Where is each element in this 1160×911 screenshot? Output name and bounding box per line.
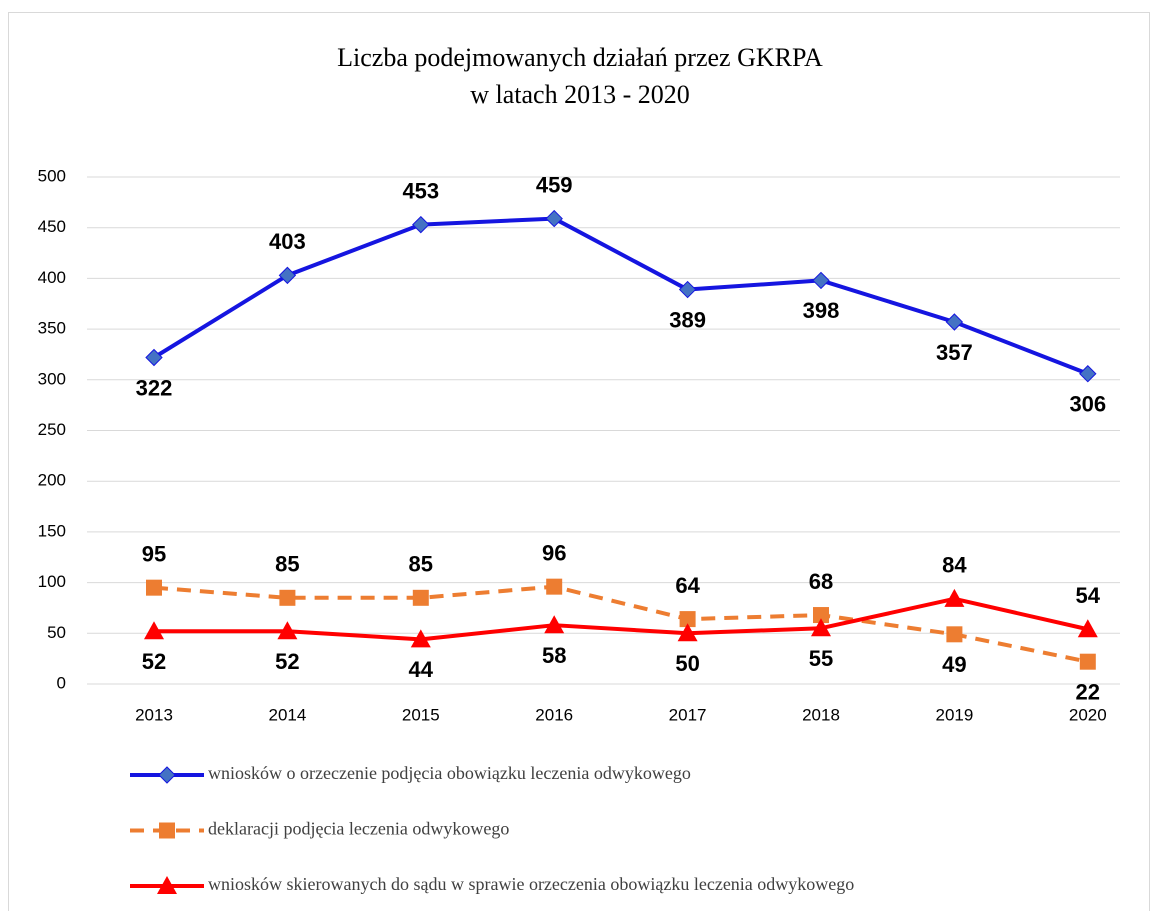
data-point	[946, 626, 963, 643]
data-label: 84	[942, 553, 967, 578]
y-tick-label: 400	[38, 268, 66, 287]
data-label: 357	[936, 340, 973, 365]
data-point	[812, 271, 830, 290]
y-tick-label: 250	[38, 420, 66, 439]
y-tick-label: 300	[38, 369, 66, 388]
data-point	[1077, 619, 1098, 638]
y-tick-label: 50	[47, 623, 66, 642]
x-tick-label: 2020	[1069, 705, 1107, 724]
y-tick-label: 350	[38, 319, 66, 338]
data-label: 389	[669, 307, 706, 332]
data-label: 49	[942, 652, 966, 677]
series-line	[152, 216, 1089, 376]
data-point	[944, 588, 965, 607]
data-point	[412, 215, 430, 234]
data-label: 68	[809, 569, 833, 594]
data-label: 52	[275, 649, 299, 674]
data-label: 44	[409, 657, 434, 682]
data-label: 453	[402, 178, 439, 203]
data-label: 50	[675, 651, 699, 676]
chart-title: Liczba podejmowanych działań przez GKRPA	[337, 43, 823, 72]
data-point	[412, 589, 429, 606]
data-label: 55	[809, 646, 833, 671]
data-point	[811, 618, 831, 637]
data-label: 64	[675, 573, 700, 598]
data-label: 96	[542, 540, 566, 565]
data-point	[677, 623, 698, 642]
chart-frame	[8, 12, 1150, 911]
data-point	[145, 348, 163, 367]
data-label: 54	[1076, 583, 1101, 608]
data-point	[410, 629, 431, 648]
data-label: 85	[409, 552, 433, 577]
series-line	[153, 584, 1089, 664]
data-point	[144, 621, 164, 640]
legend-marker	[159, 822, 175, 839]
legend-label: wniosków o orzeczenie podjęcia obowiązku…	[208, 763, 691, 783]
y-tick-label: 0	[57, 673, 66, 692]
data-point	[277, 621, 298, 640]
data-point	[544, 615, 565, 634]
y-tick-label: 200	[38, 471, 66, 490]
x-tick-label: 2019	[935, 705, 973, 724]
y-tick-label: 450	[38, 217, 66, 236]
data-label: 306	[1069, 392, 1106, 417]
x-tick-label: 2015	[402, 705, 440, 724]
data-point	[813, 607, 829, 624]
x-tick-label: 2014	[268, 705, 306, 724]
data-point	[1079, 365, 1097, 383]
data-label: 22	[1076, 680, 1100, 705]
data-point	[278, 266, 297, 285]
series-line	[154, 596, 1089, 642]
data-label: 322	[136, 375, 173, 400]
y-tick-label: 150	[38, 521, 66, 540]
data-label: 52	[142, 649, 166, 674]
chart-title: w latach 2013 - 2020	[470, 80, 690, 109]
x-tick-label: 2013	[135, 705, 173, 724]
data-label: 58	[542, 643, 566, 668]
data-point	[1079, 653, 1096, 670]
data-label: 403	[269, 229, 306, 254]
legend-label: deklaracji podjęcia leczenia odwykowego	[208, 819, 509, 839]
legend-marker	[157, 876, 177, 894]
x-tick-label: 2016	[535, 705, 573, 724]
y-tick-label: 500	[38, 166, 66, 185]
data-point	[545, 209, 563, 228]
data-point	[546, 578, 563, 595]
data-point	[679, 611, 696, 628]
data-point	[146, 579, 162, 596]
legend-label: wniosków skierowanych do sądu w sprawie …	[208, 874, 854, 894]
data-point	[678, 280, 697, 299]
data-label: 95	[142, 541, 166, 566]
legend-marker	[158, 766, 176, 784]
data-label: 459	[536, 172, 573, 197]
data-label: 85	[275, 552, 299, 577]
data-point	[279, 589, 296, 606]
data-label: 398	[803, 298, 840, 323]
data-point	[945, 313, 964, 331]
y-tick-label: 100	[38, 572, 66, 591]
x-tick-label: 2017	[669, 705, 707, 724]
x-tick-label: 2018	[802, 705, 840, 724]
